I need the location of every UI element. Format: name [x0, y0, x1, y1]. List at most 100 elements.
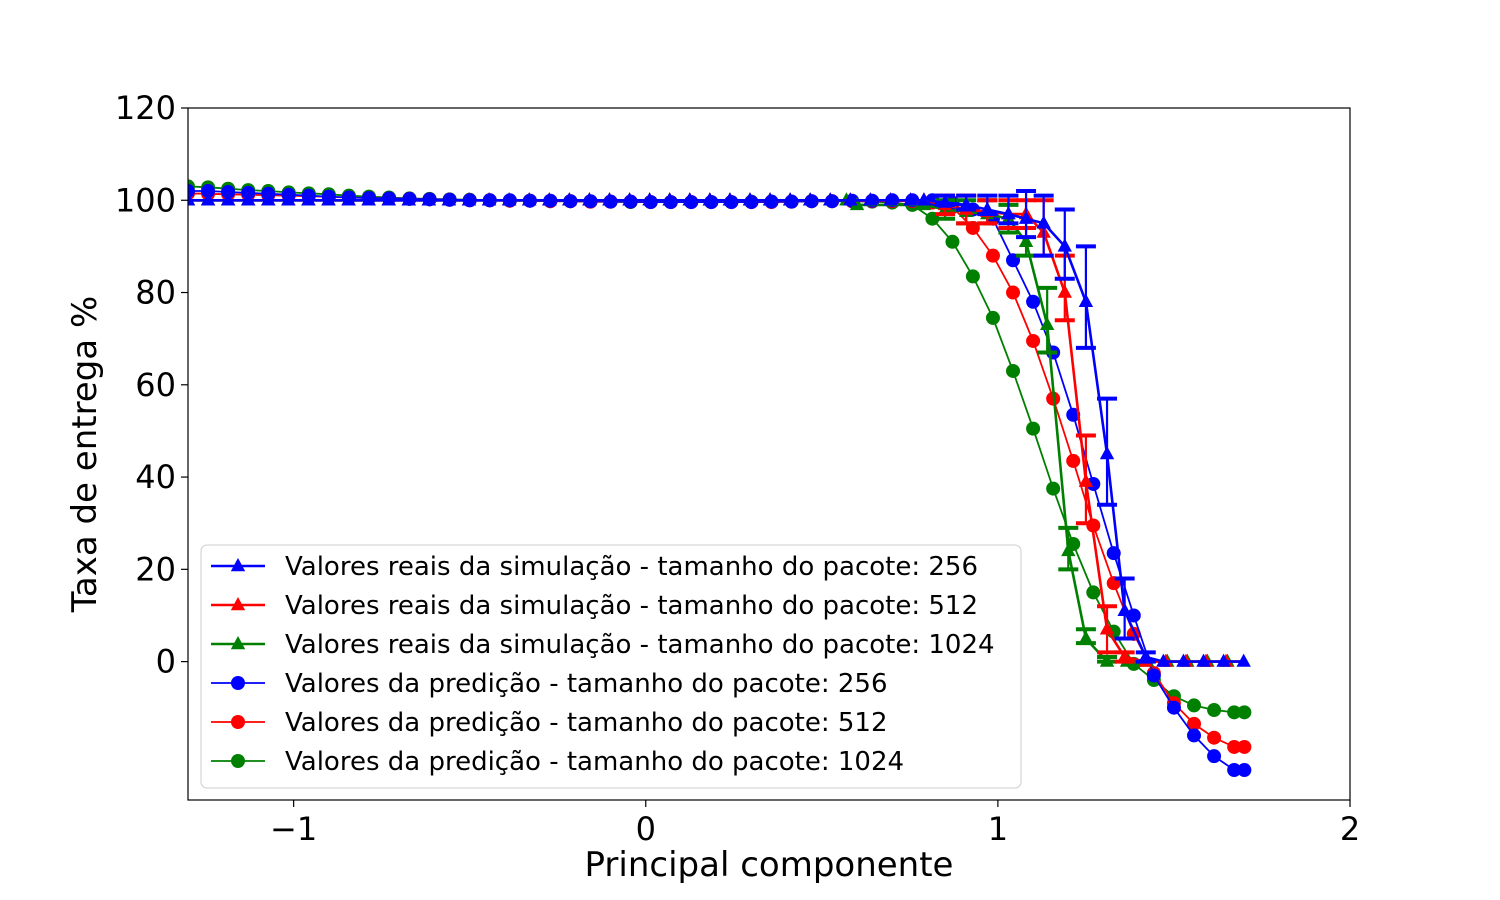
- data-point: [582, 192, 597, 206]
- data-point: [1207, 703, 1222, 718]
- data-point: [1078, 473, 1094, 487]
- legend-entry-4: Valores da predição - tamanho do pacote:…: [211, 669, 888, 699]
- data-point: [1006, 285, 1021, 300]
- data-point: [782, 192, 798, 206]
- data-point: [461, 192, 477, 206]
- data-point: [985, 248, 1000, 263]
- data-point: [1066, 407, 1081, 422]
- y-tick-label: 60: [135, 366, 176, 404]
- data-point: [1146, 668, 1161, 683]
- data-point: [682, 192, 697, 206]
- data-point: [1117, 602, 1132, 617]
- data-point: [241, 192, 256, 206]
- y-axis-label: Taxa de entrega %: [65, 296, 105, 614]
- data-point: [1126, 608, 1141, 623]
- data-point: [602, 192, 617, 206]
- data-point: [441, 192, 457, 206]
- data-point: [662, 192, 677, 206]
- data-point: [261, 192, 276, 206]
- data-point: [301, 192, 316, 206]
- legend-entry-2: Valores reais da simulação - tamanho do …: [211, 591, 978, 621]
- data-point: [1026, 421, 1041, 436]
- data-point: [220, 192, 236, 206]
- data-point: [1099, 446, 1115, 460]
- y-tick-label: 40: [135, 458, 176, 496]
- data-point: [945, 234, 960, 249]
- data-point: [1207, 749, 1222, 764]
- data-point: [1078, 293, 1094, 307]
- data-point: [802, 192, 818, 206]
- data-point: [1176, 653, 1191, 667]
- series-layer: [188, 179, 1252, 778]
- data-point: [1099, 653, 1115, 667]
- data-point: [1227, 763, 1242, 778]
- data-point: [1057, 238, 1072, 252]
- data-point: [1018, 233, 1034, 247]
- data-point: [622, 192, 637, 206]
- data-point: [1187, 728, 1202, 743]
- x-tick-label: 1: [988, 810, 1008, 848]
- legend-marker: [230, 597, 246, 611]
- data-point: [849, 196, 865, 211]
- data-point: [1086, 585, 1101, 600]
- data-point: [188, 184, 195, 199]
- data-point: [762, 192, 778, 206]
- data-point: [1237, 739, 1252, 754]
- legend-entries: Valores reais da simulação - tamanho do …: [211, 552, 995, 777]
- data-point: [1018, 210, 1034, 224]
- data-point: [965, 269, 980, 284]
- data-point: [481, 192, 497, 206]
- x-axis-label: Principal componente: [585, 845, 954, 885]
- data-point: [221, 184, 236, 199]
- data-point: [1207, 730, 1222, 745]
- legend-label: Valores da predição - tamanho do pacote:…: [285, 747, 904, 777]
- data-point: [843, 192, 858, 206]
- data-point: [1039, 316, 1055, 331]
- x-tick-label: −1: [270, 810, 317, 848]
- legend-entry-3: Valores reais da simulação - tamanho do …: [211, 630, 995, 660]
- data-point: [1187, 716, 1202, 731]
- legend-entry-5: Valores da predição - tamanho do pacote:…: [211, 708, 888, 738]
- data-point: [722, 192, 738, 206]
- legend-marker: [230, 558, 246, 572]
- legend-marker: [230, 636, 246, 650]
- data-point: [321, 192, 336, 206]
- data-point: [381, 192, 396, 206]
- data-point: [1078, 630, 1094, 644]
- x-tick-label: 2: [1340, 810, 1360, 848]
- data-point: [401, 192, 416, 206]
- data-point: [201, 184, 216, 199]
- data-point: [985, 310, 1000, 325]
- data-point: [341, 192, 356, 206]
- data-point: [1227, 739, 1242, 754]
- y-tick-label: 100: [115, 181, 176, 219]
- data-point: [1138, 648, 1153, 663]
- data-point: [1066, 453, 1081, 468]
- data-point: [1156, 653, 1171, 667]
- data-point: [1237, 705, 1252, 720]
- data-point: [642, 192, 657, 206]
- data-point: [1216, 653, 1231, 667]
- data-point: [542, 192, 557, 206]
- legend-marker: [231, 715, 245, 729]
- legend-label: Valores reais da simulação - tamanho do …: [285, 630, 995, 660]
- legend-label: Valores reais da simulação - tamanho do …: [285, 552, 978, 582]
- data-point: [1001, 206, 1016, 220]
- data-point: [980, 201, 995, 215]
- data-point: [1237, 763, 1252, 778]
- plot-content: [188, 179, 1252, 778]
- legend-label: Valores reais da simulação - tamanho do …: [285, 591, 978, 621]
- data-point: [903, 192, 918, 206]
- x-tick-label: 0: [636, 810, 656, 848]
- data-point: [883, 192, 898, 206]
- legend-label: Valores da predição - tamanho do pacote:…: [285, 708, 888, 738]
- legend-label: Valores da predição - tamanho do pacote:…: [285, 669, 888, 699]
- data-point: [1099, 621, 1115, 635]
- data-point: [501, 192, 517, 206]
- data-point: [522, 192, 537, 206]
- data-point: [281, 192, 296, 206]
- legend-box: [200, 544, 1022, 789]
- data-point: [958, 196, 974, 211]
- legend-entry-6: Valores da predição - tamanho do pacote:…: [211, 747, 904, 777]
- data-point: [1227, 705, 1242, 720]
